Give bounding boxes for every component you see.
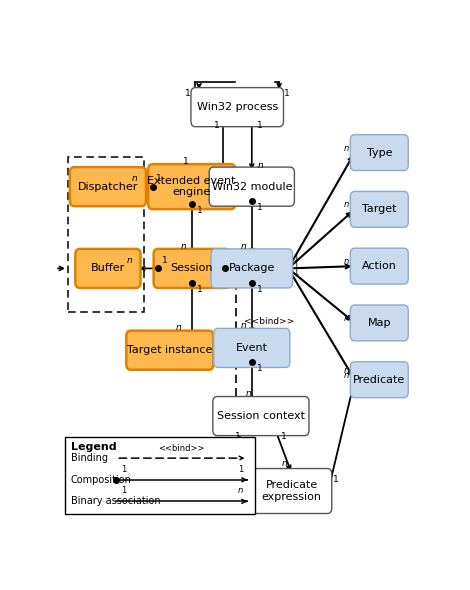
FancyBboxPatch shape [350,248,408,284]
Text: Event: Event [236,343,268,353]
Text: n: n [132,174,138,183]
Text: 1: 1 [121,486,126,495]
Text: 1: 1 [333,475,338,484]
Text: 1: 1 [235,432,241,441]
FancyBboxPatch shape [154,249,230,288]
Text: Predicate
expression: Predicate expression [262,480,322,502]
Text: Session: Session [171,263,213,273]
Text: 1: 1 [238,464,243,474]
Text: n: n [241,321,246,330]
FancyBboxPatch shape [209,167,294,206]
Text: Extended event
engine: Extended event engine [148,176,236,198]
Text: 1: 1 [162,255,167,265]
Text: 1: 1 [197,285,203,294]
Text: Binary association: Binary association [71,496,160,506]
Text: n: n [344,314,349,323]
Text: Dispatcher: Dispatcher [78,182,138,192]
Text: Map: Map [368,318,391,328]
Text: 1: 1 [214,122,220,130]
Text: 1: 1 [121,464,126,474]
FancyBboxPatch shape [350,191,408,227]
Text: n: n [344,201,349,209]
Text: Target instance: Target instance [127,345,212,355]
Text: n: n [180,242,186,251]
Text: Binding: Binding [71,453,108,463]
Text: 1: 1 [293,261,298,270]
Text: <<bind>>: <<bind>> [243,317,294,326]
FancyBboxPatch shape [350,135,408,171]
FancyBboxPatch shape [252,468,332,513]
FancyBboxPatch shape [350,362,408,398]
Text: Composition: Composition [71,475,132,485]
FancyBboxPatch shape [350,305,408,341]
Text: Win32 process: Win32 process [196,102,278,112]
FancyBboxPatch shape [191,87,283,127]
Text: 1: 1 [156,174,162,183]
Text: 1: 1 [281,432,287,441]
Text: n: n [344,143,349,153]
Text: <<bind>>: <<bind>> [158,444,205,453]
FancyBboxPatch shape [75,249,141,288]
Text: n: n [246,389,252,398]
FancyBboxPatch shape [214,329,290,368]
FancyBboxPatch shape [126,330,213,370]
Text: n: n [175,323,181,332]
Text: n: n [257,161,263,171]
Text: Type: Type [367,148,392,158]
Text: 1: 1 [183,157,189,166]
Text: Action: Action [183,481,218,491]
Text: Action: Action [362,261,397,271]
Text: Legend: Legend [71,442,117,452]
Text: 1: 1 [293,268,298,277]
Text: 1: 1 [257,285,263,294]
Text: 1: 1 [257,203,263,212]
FancyBboxPatch shape [163,467,239,506]
Text: Package: Package [228,263,275,273]
Text: n: n [344,366,349,375]
Text: 1: 1 [197,206,203,215]
Text: 1: 1 [283,88,289,97]
Text: n: n [191,458,196,467]
FancyBboxPatch shape [70,167,146,206]
Text: Buffer: Buffer [91,263,125,273]
Text: 1: 1 [257,122,263,130]
Text: n: n [344,257,349,266]
Text: Target: Target [362,204,397,214]
Text: Win32 module: Win32 module [212,182,292,192]
Text: n: n [127,255,133,265]
Text: n: n [241,242,246,251]
Text: n: n [238,486,243,495]
Text: Session context: Session context [217,411,305,421]
Text: Predicate: Predicate [353,375,406,385]
FancyBboxPatch shape [65,437,256,514]
FancyBboxPatch shape [213,396,309,435]
Text: 1: 1 [185,88,191,97]
FancyBboxPatch shape [211,249,293,288]
Text: n: n [344,371,349,380]
Text: 1: 1 [293,254,298,263]
Text: 1: 1 [257,364,263,373]
Text: n: n [282,460,288,468]
FancyBboxPatch shape [148,164,235,209]
